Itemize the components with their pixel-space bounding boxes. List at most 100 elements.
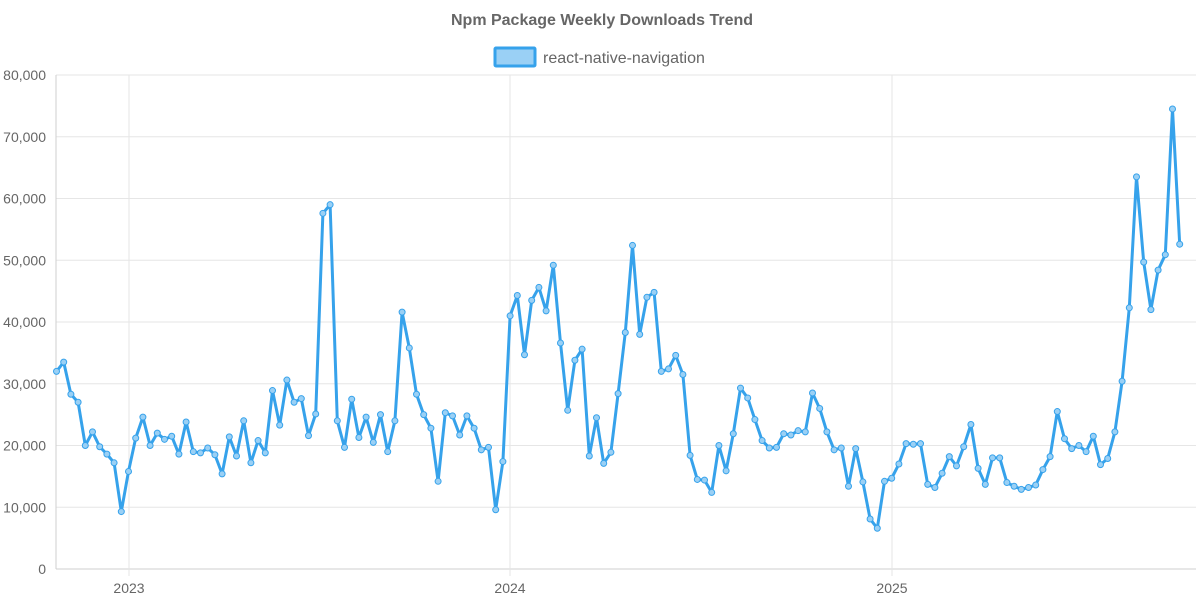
data-point[interactable]: 32,000 (657, 367, 665, 375)
data-point[interactable]: 18,900 (607, 448, 615, 456)
data-point[interactable]: 74,500 (1169, 105, 1176, 113)
data-point[interactable]: 16,900 (1097, 461, 1104, 469)
data-point[interactable]: 41,600 (398, 308, 406, 316)
data-point[interactable]: 16,300 (974, 464, 982, 472)
data-point[interactable]: 20,300 (902, 440, 910, 448)
data-point[interactable]: 25,000 (420, 411, 428, 419)
data-point[interactable]: 20,000 (81, 442, 89, 449)
data-point[interactable]: 17,000 (895, 460, 903, 468)
data-point[interactable]: 25,000 (377, 411, 384, 419)
data-point[interactable]: 13,600 (1032, 481, 1040, 489)
data-point[interactable]: 14,000 (1003, 479, 1011, 487)
data-point[interactable]: 19,500 (852, 445, 860, 453)
data-point[interactable]: 44,300 (513, 291, 521, 299)
data-point[interactable]: 57,600 (319, 209, 327, 217)
data-point[interactable]: 23,400 (967, 421, 975, 428)
data-point[interactable]: 19,300 (477, 446, 485, 454)
data-point[interactable]: 43,500 (528, 296, 536, 304)
data-point[interactable]: 24,000 (240, 417, 248, 425)
data-point[interactable]: 27,500 (348, 395, 356, 403)
data-point[interactable]: 17,100 (600, 459, 608, 467)
data-point[interactable]: 49,200 (549, 261, 557, 269)
data-point[interactable]: 28,300 (67, 390, 75, 398)
data-point[interactable]: 38,000 (636, 330, 644, 338)
data-point[interactable]: 22,400 (794, 427, 802, 435)
data-point[interactable]: 14,500 (693, 475, 701, 483)
data-point[interactable]: 24,800 (463, 412, 471, 420)
data-point[interactable]: 18,200 (945, 453, 953, 461)
data-point[interactable]: 14,100 (859, 478, 867, 486)
data-point[interactable]: 34,600 (672, 351, 680, 359)
data-point[interactable]: 16,700 (953, 462, 960, 470)
data-point[interactable]: 22,200 (801, 428, 809, 436)
data-point[interactable]: 21,100 (1061, 435, 1068, 443)
data-point[interactable]: 33,500 (60, 358, 68, 366)
data-point[interactable]: 59,000 (326, 201, 334, 209)
data-point[interactable]: 33,800 (571, 356, 579, 364)
legend-label[interactable]: react-native-navigation (543, 50, 705, 67)
data-point[interactable]: 24,200 (751, 416, 759, 424)
data-point[interactable]: 22,800 (427, 424, 435, 432)
data-point[interactable]: 14,200 (881, 477, 888, 485)
data-point[interactable]: 19,500 (1068, 445, 1076, 453)
data-point[interactable]: 9,300 (117, 508, 125, 516)
data-point[interactable]: 36,600 (557, 339, 564, 347)
data-point[interactable]: 13,700 (981, 480, 989, 488)
data-point[interactable]: 13,200 (931, 483, 939, 491)
data-point[interactable]: 22,000 (153, 429, 161, 437)
data-point[interactable]: 25,500 (1053, 408, 1061, 416)
data-point[interactable]: 15,500 (938, 469, 946, 477)
data-point[interactable]: 45,600 (535, 283, 543, 291)
data-point[interactable]: 23,300 (276, 421, 284, 429)
data-point[interactable]: 27,000 (74, 398, 82, 406)
data-point[interactable]: 41,800 (542, 307, 550, 315)
data-point[interactable]: 29,300 (737, 384, 744, 392)
data-point[interactable]: 24,000 (333, 417, 341, 425)
data-point[interactable]: 19,700 (773, 443, 780, 451)
data-point[interactable]: 12,400 (708, 488, 716, 496)
data-point[interactable]: 20,300 (917, 440, 924, 448)
data-point[interactable]: 15,900 (722, 467, 730, 475)
data-point[interactable]: 19,600 (204, 444, 212, 452)
data-point[interactable]: 21,900 (780, 430, 788, 438)
data-point[interactable]: 21,500 (1089, 432, 1097, 440)
data-point[interactable]: 19,000 (189, 448, 197, 456)
data-point[interactable]: 18,000 (996, 454, 1004, 462)
data-point[interactable]: 8,100 (866, 515, 874, 523)
legend[interactable]: react-native-navigation (493, 46, 705, 68)
data-point[interactable]: 20,000 (146, 442, 154, 449)
data-point[interactable]: 49,700 (1140, 258, 1148, 266)
data-point[interactable]: 14,700 (888, 474, 896, 482)
data-point[interactable]: 19,800 (96, 443, 104, 451)
data-point[interactable]: 30,600 (283, 376, 291, 384)
data-point[interactable]: 21,000 (161, 435, 168, 443)
data-point[interactable]: 34,700 (521, 351, 528, 359)
data-point[interactable]: 52,600 (1176, 240, 1184, 248)
data-point[interactable]: 13,700 (924, 480, 932, 488)
data-point[interactable]: 20,500 (369, 438, 377, 446)
data-point[interactable]: 35,800 (405, 344, 413, 352)
data-point[interactable]: 41,000 (506, 312, 514, 320)
data-point[interactable]: 24,800 (449, 412, 456, 420)
data-point[interactable]: 17,400 (499, 458, 507, 466)
data-point[interactable]: 22,200 (823, 428, 831, 436)
data-point[interactable]: 18,000 (989, 454, 996, 462)
data-point[interactable]: 21,700 (456, 431, 464, 439)
data-point[interactable]: 28,300 (413, 390, 420, 398)
data-point[interactable]: 52,400 (629, 241, 636, 249)
data-point[interactable]: 21,700 (787, 431, 795, 439)
data-point[interactable]: 19,000 (384, 448, 392, 456)
data-point[interactable]: 23,800 (182, 418, 190, 426)
data-point[interactable]: 19,800 (960, 443, 968, 451)
data-point[interactable]: 18,600 (103, 450, 111, 458)
data-point[interactable]: 44,000 (643, 293, 651, 301)
data-point[interactable]: 18,200 (1046, 453, 1054, 461)
data-point[interactable]: 20,200 (909, 440, 917, 448)
data-point[interactable]: 38,300 (621, 329, 629, 336)
data-point[interactable]: 35,600 (578, 345, 586, 353)
data-point[interactable]: 30,400 (1118, 377, 1126, 385)
data-point[interactable]: 13,400 (1010, 482, 1018, 490)
data-point[interactable]: 14,200 (434, 477, 442, 485)
data-point[interactable]: 12,900 (1017, 485, 1025, 493)
data-point[interactable]: 20,000 (1075, 442, 1083, 449)
